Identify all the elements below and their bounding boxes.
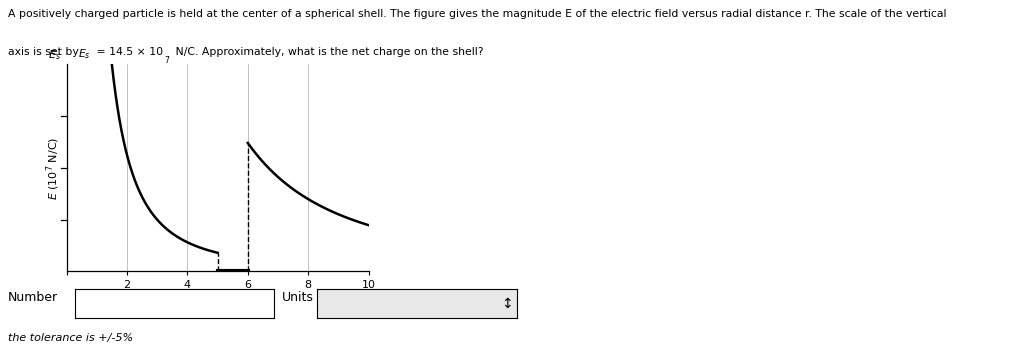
Text: $E_s$: $E_s$ bbox=[47, 48, 60, 62]
Text: Number: Number bbox=[8, 291, 58, 304]
Text: the tolerance is +/-5%: the tolerance is +/-5% bbox=[8, 333, 133, 342]
Text: A positively charged particle is held at the center of a spherical shell. The fi: A positively charged particle is held at… bbox=[8, 9, 947, 19]
Text: $E_s$: $E_s$ bbox=[79, 47, 91, 61]
Text: Units: Units bbox=[282, 291, 313, 304]
Text: N/C. Approximately, what is the net charge on the shell?: N/C. Approximately, what is the net char… bbox=[172, 47, 483, 57]
Text: 7: 7 bbox=[164, 56, 169, 65]
Text: ↕: ↕ bbox=[502, 296, 513, 311]
Y-axis label: $E$ (10$^7$ N/C): $E$ (10$^7$ N/C) bbox=[45, 136, 62, 199]
Text: axis is set by: axis is set by bbox=[8, 47, 83, 57]
Text: = 14.5 × 10: = 14.5 × 10 bbox=[93, 47, 163, 57]
X-axis label: $r$ (cm): $r$ (cm) bbox=[200, 293, 236, 306]
